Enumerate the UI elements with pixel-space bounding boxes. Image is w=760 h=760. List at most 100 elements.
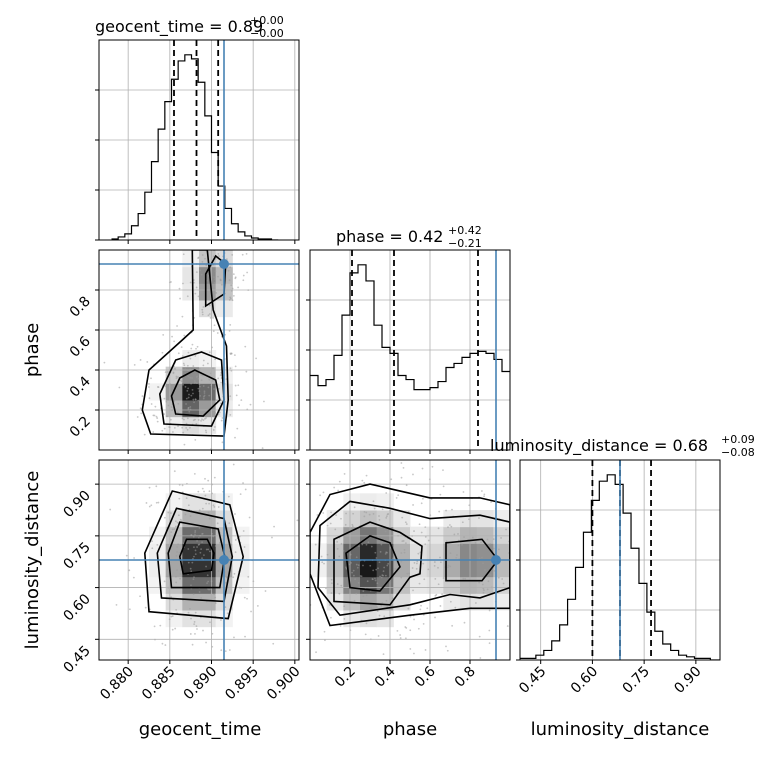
- title-phase-plus: +0.42: [448, 224, 482, 237]
- scatter-point: [439, 493, 442, 496]
- scatter-point: [544, 547, 546, 549]
- scatter-point: [177, 543, 180, 546]
- density-cell: [476, 510, 494, 528]
- scatter-point: [139, 359, 142, 361]
- scatter-point: [186, 428, 189, 431]
- scatter-point: [177, 514, 180, 517]
- scatter-point: [197, 419, 200, 421]
- scatter-point: [372, 500, 375, 503]
- scatter-point: [352, 569, 355, 572]
- scatter-point: [141, 395, 144, 397]
- scatter-point: [355, 563, 358, 566]
- scatter-point: [420, 604, 422, 607]
- x-tick-label: 0.900: [264, 664, 304, 704]
- density-cell: [493, 526, 510, 544]
- scatter-point: [200, 273, 203, 276]
- scatter-point: [384, 552, 387, 555]
- scatter-point: [163, 427, 166, 430]
- scatter-point: [171, 335, 173, 338]
- scatter-point: [192, 593, 195, 596]
- scatter-point: [453, 688, 455, 690]
- scatter-point: [343, 618, 346, 620]
- ylabel-luminosity-distance: luminosity_distance: [22, 471, 43, 650]
- scatter-point: [208, 490, 211, 493]
- scatter-point: [205, 502, 208, 505]
- scatter-point: [486, 588, 489, 591]
- scatter-point: [212, 504, 215, 507]
- scatter-point: [201, 221, 203, 223]
- scatter-point: [205, 641, 207, 644]
- scatter-point: [242, 482, 244, 484]
- scatter-point: [177, 451, 179, 453]
- scatter-point: [378, 515, 380, 517]
- density-cell: [182, 266, 200, 284]
- scatter-point: [157, 386, 160, 389]
- scatter-point: [183, 334, 186, 337]
- scatter-point: [217, 377, 220, 380]
- scatter-point: [513, 548, 515, 550]
- scatter-point: [420, 502, 423, 505]
- scatter-point: [468, 518, 470, 521]
- scatter-point: [201, 313, 204, 316]
- contour-level: [141, 250, 230, 437]
- scatter-point: [202, 629, 204, 632]
- scatter-point: [200, 597, 203, 599]
- scatter-point: [187, 561, 190, 564]
- scatter-point: [474, 602, 477, 604]
- scatter-point: [150, 377, 152, 380]
- scatter-point: [346, 529, 349, 532]
- scatter-point: [183, 418, 185, 421]
- scatter-point: [261, 447, 264, 450]
- scatter-point: [234, 384, 237, 387]
- scatter-point: [156, 420, 159, 423]
- scatter-point: [397, 494, 400, 497]
- truth-marker: [491, 555, 501, 565]
- scatter-point: [449, 565, 452, 568]
- density-cell: [149, 576, 167, 594]
- scatter-point: [340, 584, 343, 587]
- scatter-point: [199, 411, 202, 414]
- scatter-point: [193, 621, 196, 623]
- y-tick-label: 0.75: [60, 539, 93, 572]
- scatter-point: [133, 363, 136, 366]
- scatter-point: [200, 379, 203, 382]
- scatter-point: [146, 361, 149, 363]
- density-cell: [493, 593, 510, 611]
- contour-level: [143, 490, 245, 620]
- scatter-point: [127, 686, 129, 688]
- scatter-point: [340, 542, 343, 545]
- scatter-point: [184, 464, 186, 466]
- scatter-point: [180, 346, 183, 349]
- scatter-point: [202, 397, 205, 400]
- scatter-point: [376, 610, 379, 613]
- scatter-point: [208, 313, 211, 315]
- scatter-point: [205, 548, 208, 551]
- scatter-point: [228, 330, 231, 332]
- scatter-point: [228, 522, 231, 525]
- title-luminosity-distance: luminosity_distance = 0.68: [490, 436, 708, 456]
- scatter-point: [151, 540, 153, 543]
- scatter-point: [132, 576, 135, 579]
- scatter-point: [296, 565, 298, 567]
- panel-frame-geocent_time-phase: [98, 249, 300, 451]
- scatter-point: [370, 545, 373, 548]
- scatter-point: [334, 528, 337, 531]
- scatter-point: [523, 622, 525, 624]
- title-phase-minus: −0.21: [448, 237, 482, 250]
- scatter-point: [291, 494, 293, 496]
- scatter-point: [362, 590, 365, 593]
- scatter-point: [424, 535, 427, 538]
- scatter-point: [229, 266, 232, 269]
- scatter-point: [205, 565, 207, 568]
- scatter-point: [380, 604, 383, 607]
- scatter-point: [471, 536, 474, 539]
- scatter-point: [202, 374, 204, 377]
- scatter-point: [175, 581, 178, 584]
- scatter-point: [175, 575, 177, 578]
- scatter-point: [194, 549, 197, 552]
- scatter-point: [174, 520, 177, 523]
- scatter-point: [192, 365, 195, 367]
- scatter-point: [457, 544, 460, 547]
- scatter-point: [190, 382, 192, 385]
- scatter-point: [211, 380, 214, 382]
